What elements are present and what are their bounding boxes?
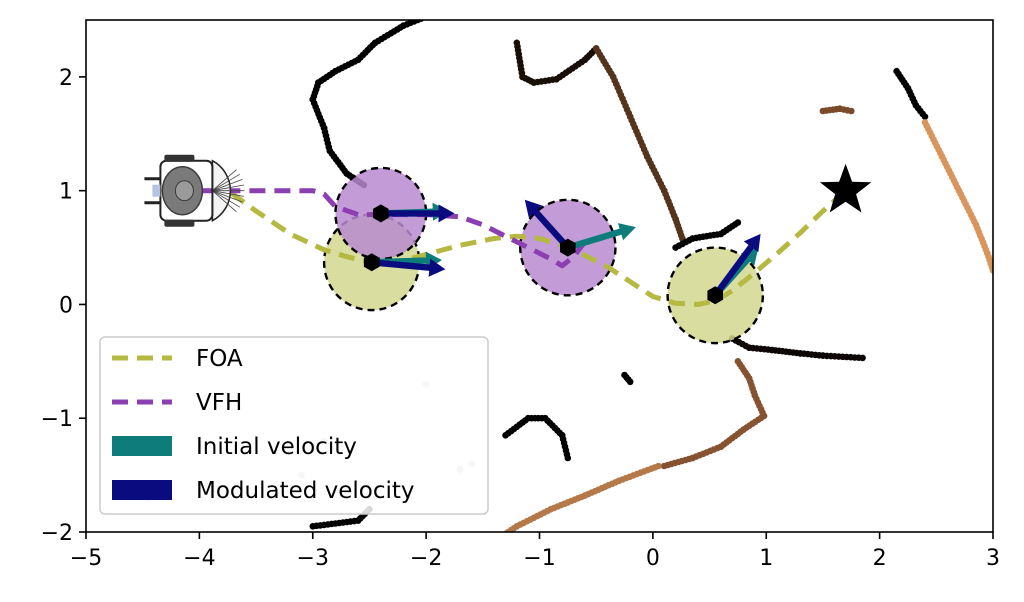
robot-position-marker	[363, 253, 380, 272]
lidar-point	[660, 462, 668, 470]
wheelchair-user-head	[174, 180, 194, 202]
wheelchair-lidar-ray	[212, 184, 244, 192]
x-tick-label: −1	[523, 546, 555, 571]
wheelchair-lidar-ray	[212, 190, 244, 197]
legend-label-vfh: VFH	[196, 390, 242, 416]
goal-star-icon	[819, 163, 872, 213]
wheelchair-icon	[144, 154, 245, 227]
modulated-velocity-arrow	[371, 258, 446, 277]
y-tick-label: 0	[59, 293, 73, 318]
x-tick-label: 1	[759, 546, 773, 571]
x-tick-label: 3	[986, 546, 1000, 571]
robot-position-marker	[560, 238, 576, 257]
legend-label-modulated_velocity: Modulated velocity	[196, 478, 415, 504]
x-tick-label: −4	[183, 546, 215, 571]
lidar-point	[859, 354, 866, 362]
wheelchair-lidar-ray	[212, 169, 237, 192]
legend-box	[99, 336, 489, 515]
legend-patch-initial_velocity	[112, 436, 172, 456]
x-tick-label: −2	[410, 546, 442, 571]
robot-position-marker	[373, 204, 389, 223]
lidar-points	[139, 20, 993, 532]
legend: FOA VFH Initial velocity Modulated velocity	[99, 336, 489, 515]
lidar-point	[626, 378, 634, 386]
x-tick-label: −3	[297, 546, 329, 571]
modulated-velocity-arrow	[380, 204, 455, 223]
legend-label-initial_velocity: Initial velocity	[196, 434, 357, 460]
lidar-point	[921, 113, 929, 120]
wheelchair-lidar-ray	[212, 190, 237, 213]
x-tick-label: 2	[873, 546, 887, 571]
lidar-point	[989, 267, 993, 274]
wheelchair-battery	[152, 184, 161, 197]
y-tick-label: 1	[59, 180, 73, 205]
plot-area	[139, 20, 993, 532]
wheelchair-lidar-ray	[212, 179, 243, 192]
robot-position-marker	[707, 286, 723, 305]
axes: −5 −4 −3 −2 −1 0 1 2 3 −2 −1 0 1 2	[41, 66, 1000, 571]
lidar-point	[564, 454, 572, 462]
velocity-arrows	[371, 199, 761, 298]
lidar-point	[734, 219, 742, 226]
modulated-velocity-arrow	[524, 199, 571, 250]
wheelchair-lidar-ray	[212, 173, 241, 192]
y-tick-label: −2	[41, 521, 73, 546]
wheelchair-lidar-ray	[212, 190, 243, 203]
initial-velocity-arrow	[371, 251, 442, 270]
legend-patch-modulated_velocity	[112, 480, 172, 500]
y-tick-label: 2	[59, 66, 73, 91]
wheelchair-wheel	[164, 154, 195, 162]
modulated-velocity-arrow	[712, 233, 761, 298]
lidar-point	[848, 107, 855, 115]
y-tick-label: −1	[41, 407, 73, 432]
initial-velocity-arrow	[566, 223, 636, 251]
wheelchair-wheel	[164, 219, 195, 227]
x-tick-label: 0	[646, 546, 660, 571]
markers	[144, 154, 872, 305]
x-tick-label: −5	[70, 546, 102, 571]
legend-label-foa: FOA	[196, 346, 243, 372]
wheelchair-lidar-ray	[212, 190, 241, 208]
